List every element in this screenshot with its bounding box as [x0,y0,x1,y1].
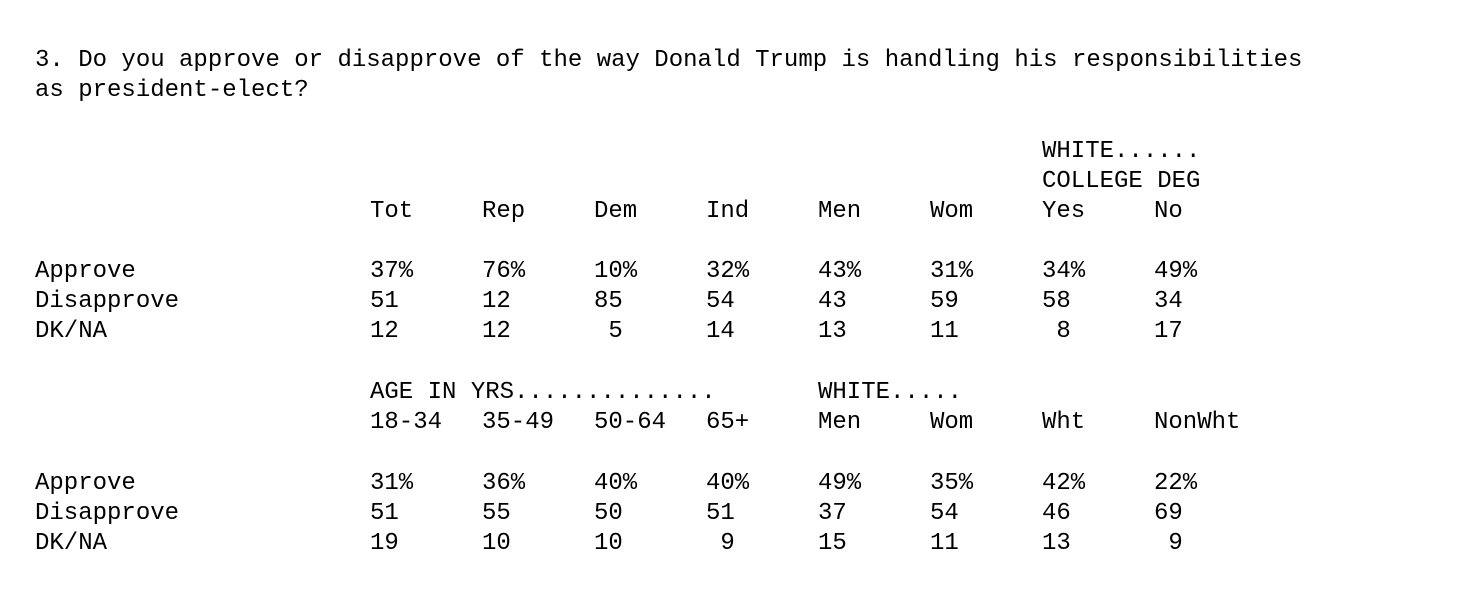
table-cell: 11 [930,318,959,345]
table-cell: 5 [594,318,623,345]
table-cell: 19 [370,530,399,557]
table-cell: 9 [1154,530,1183,557]
table-cell: 85 [594,288,623,315]
table1-col-header: Yes [1042,198,1086,225]
table2-col-header: NonWht [1154,409,1241,436]
table2-col-header: Wom [930,409,974,436]
table2-col-header: Wht [1042,409,1086,436]
table-cell: 54 [706,288,735,315]
question-line-2: as president-elect? [35,77,309,104]
table-cell: 42% [1042,470,1086,497]
table-cell: 17 [1154,318,1183,345]
table-cell: 10% [594,258,638,285]
table1-group-header-white: WHITE...... [1042,138,1201,165]
table1-group-header-college-deg: COLLEGE DEG [1042,168,1201,195]
table2-col-header: 35-49 [482,409,555,436]
table-cell: 36% [482,470,526,497]
table-cell: 51 [706,500,735,527]
table1-col-header: Tot [370,198,414,225]
table-cell: 40% [706,470,750,497]
table-cell: 8 [1042,318,1071,345]
table-cell: 69 [1154,500,1183,527]
table-cell: 51 [370,288,399,315]
table-cell: 13 [818,318,847,345]
question-line-1: 3. Do you approve or disapprove of the w… [35,47,1303,74]
table-cell: 31% [930,258,974,285]
table-cell: 15 [818,530,847,557]
table-cell: 35% [930,470,974,497]
table-cell: 54 [930,500,959,527]
table-cell: 31% [370,470,414,497]
table-cell: 10 [482,530,511,557]
row-label: Approve [35,470,136,497]
table-cell: 12 [370,318,399,345]
table-cell: 46 [1042,500,1071,527]
table-cell: 43 [818,288,847,315]
table2-col-header: 18-34 [370,409,443,436]
table-cell: 32% [706,258,750,285]
row-label: Disapprove [35,500,180,527]
table-cell: 22% [1154,470,1198,497]
table2-col-header: Men [818,409,862,436]
table-cell: 9 [706,530,735,557]
table1-col-header: Wom [930,198,974,225]
table2-col-header: 65+ [706,409,750,436]
table-cell: 37 [818,500,847,527]
table-cell: 43% [818,258,862,285]
table-cell: 12 [482,288,511,315]
table2-group-header-age: AGE IN YRS.............. [370,379,716,406]
row-label: Approve [35,258,136,285]
table1-col-header: Ind [706,198,750,225]
table-cell: 58 [1042,288,1071,315]
table-cell: 76% [482,258,526,285]
table-cell: 49% [818,470,862,497]
row-label: Disapprove [35,288,180,315]
table-cell: 59 [930,288,959,315]
table-cell: 11 [930,530,959,557]
table2-col-header: 50-64 [594,409,667,436]
table-cell: 34% [1042,258,1086,285]
table-cell: 49% [1154,258,1198,285]
table1-col-header: Men [818,198,862,225]
table-cell: 50 [594,500,623,527]
table-cell: 51 [370,500,399,527]
table1-col-header: Dem [594,198,638,225]
table2-group-header-white: WHITE..... [818,379,963,406]
table1-col-header: No [1154,198,1183,225]
table1-col-header: Rep [482,198,526,225]
table-cell: 37% [370,258,414,285]
row-label: DK/NA [35,530,108,557]
table-cell: 10 [594,530,623,557]
table-cell: 55 [482,500,511,527]
table-cell: 34 [1154,288,1183,315]
table-cell: 13 [1042,530,1071,557]
table-cell: 14 [706,318,735,345]
row-label: DK/NA [35,318,108,345]
table-cell: 40% [594,470,638,497]
table-cell: 12 [482,318,511,345]
